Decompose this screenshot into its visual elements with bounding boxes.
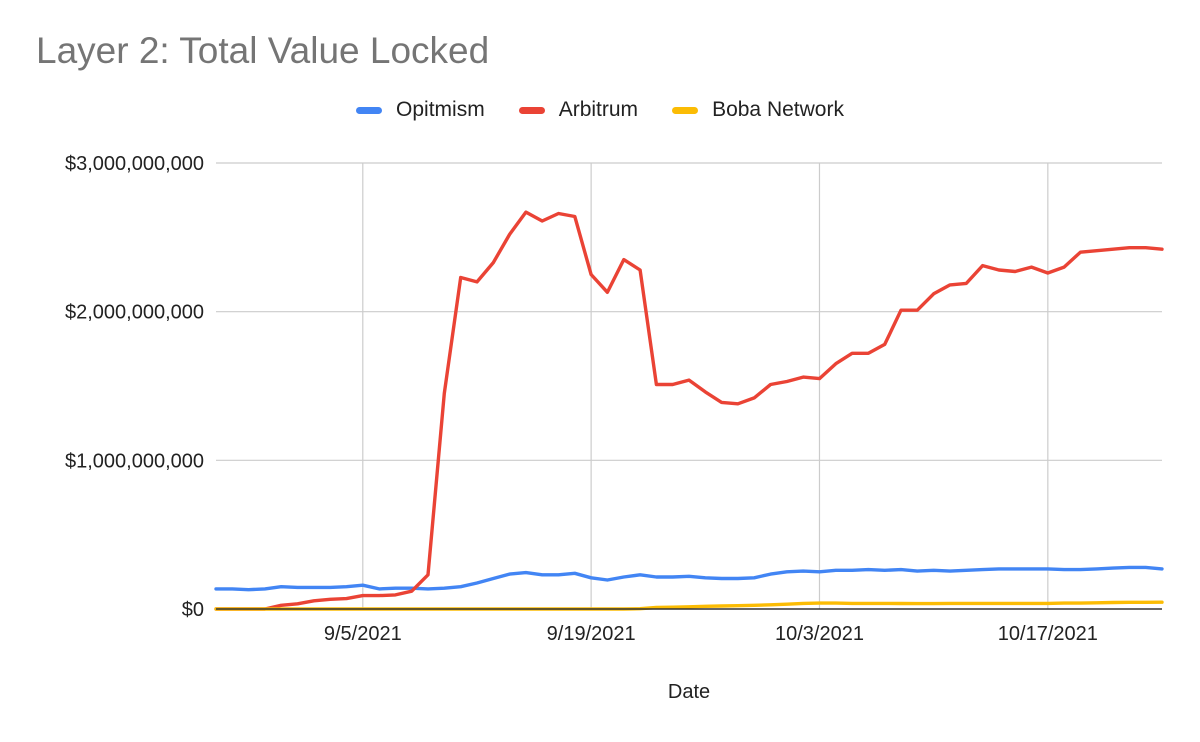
- series-line-arbitrum: [214, 210, 1164, 611]
- series-line-boba-network: [214, 600, 1164, 611]
- x-tick-label: 10/17/2021: [998, 623, 1098, 645]
- legend-item: Boba Network: [672, 98, 844, 122]
- y-tick-label: $2,000,000,000: [65, 302, 204, 324]
- y-tick-label: $1,000,000,000: [65, 450, 204, 472]
- series-line-opitmism: [214, 565, 1164, 592]
- legend-swatch: [356, 106, 383, 114]
- y-tick-label: $3,000,000,000: [65, 153, 204, 175]
- x-tick-label: 9/5/2021: [324, 623, 402, 645]
- legend-label: Arbitrum: [558, 98, 639, 121]
- legend-item: Opitmism: [356, 98, 485, 122]
- legend-swatch: [672, 106, 699, 114]
- x-tick-label: 9/19/2021: [547, 623, 636, 645]
- legend-item: Arbitrum: [518, 98, 639, 122]
- x-axis-title: Date: [668, 681, 710, 703]
- x-tick-label: 10/3/2021: [775, 623, 864, 645]
- chart-title: Layer 2: Total Value Locked: [36, 30, 490, 71]
- legend-swatch: [518, 106, 545, 114]
- legend: Opitmism Arbitrum Boba Network: [0, 98, 1200, 122]
- legend-label: Boba Network: [712, 98, 844, 121]
- y-tick-label: $0: [182, 599, 204, 621]
- legend-label: Opitmism: [396, 98, 485, 121]
